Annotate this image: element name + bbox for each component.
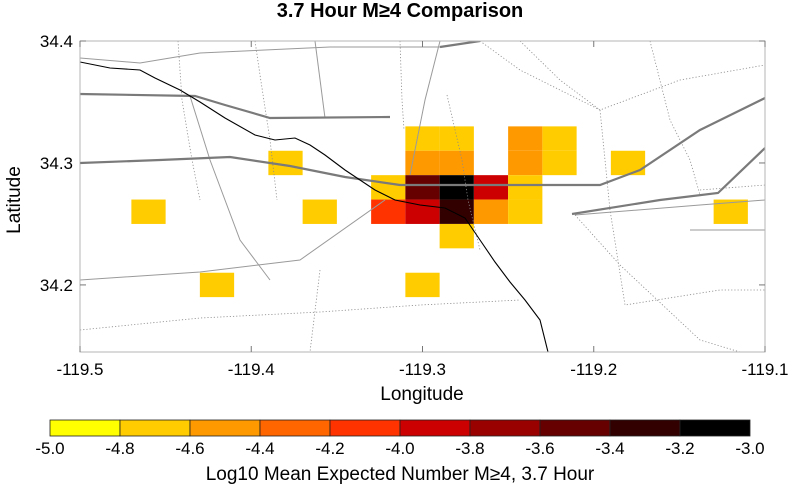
road-line [80, 92, 391, 120]
colorbar-bin [469, 419, 541, 437]
region-boundary-line [254, 41, 278, 201]
colorbar-label: Log10 Mean Expected Number M≥4, 3.7 Hour [206, 464, 595, 485]
forecast-cell [542, 150, 577, 176]
colorbar: -5.0 -4.8 -4.6 -4.4 -4.2 -4.0 -3.8 -3.6 -3.4 -3.2… [35, 419, 765, 458]
y-tick-label: 34.3 [40, 154, 73, 173]
region-boundary-line [699, 184, 765, 191]
forecast-cell [405, 272, 440, 298]
y-axis-label: Latitude [4, 166, 25, 234]
forecast-cell [473, 199, 509, 224]
map-plot-area [80, 41, 765, 352]
forecast-cell [439, 126, 474, 151]
region-boundary-line [574, 214, 741, 352]
colorbar-bin [49, 419, 121, 437]
coastline [80, 61, 549, 352]
region-boundary-line [399, 41, 405, 131]
forecast-cell [439, 199, 474, 224]
colorbar-bin [539, 419, 611, 437]
x-tick-label: -119.3 [399, 360, 446, 379]
colorbar-tick-label: -5.0 [35, 439, 64, 458]
colorbar-bin [259, 419, 331, 437]
colorbar-tick-label: -3.6 [525, 439, 554, 458]
forecast-cell [439, 175, 474, 200]
region-boundary-line [519, 41, 601, 111]
y-tick-label: 34.2 [40, 276, 73, 295]
forecast-cell [131, 199, 166, 224]
county-boundary-line [80, 46, 440, 64]
forecast-cell [405, 126, 440, 151]
forecast-cell [302, 199, 337, 224]
forecast-cell [439, 223, 474, 249]
y-tick-label: 34.4 [40, 32, 73, 51]
forecast-cell [508, 126, 543, 151]
forecast-cell [610, 150, 646, 176]
colorbar-bin [399, 419, 471, 437]
forecast-cell [371, 175, 406, 200]
region-boundary-line [177, 41, 201, 201]
forecast-cell [439, 150, 474, 176]
road-line [80, 97, 765, 187]
colorbar-bin [329, 419, 401, 437]
x-tick-label: -119.2 [570, 360, 617, 379]
county-boundary-line [80, 199, 386, 281]
major-roads [80, 41, 765, 216]
road-line [571, 147, 765, 216]
x-tick-label: -119.1 [742, 360, 789, 379]
forecast-cell [473, 175, 509, 200]
region-boundary-line [599, 109, 765, 306]
x-axis-label: Longitude [380, 384, 463, 405]
colorbar-tick-label: -3.0 [735, 439, 764, 458]
coastline-line [80, 61, 549, 352]
colorbar-tick-label: -3.2 [665, 439, 694, 458]
county-boundaries [80, 41, 765, 281]
region-boundary-line [479, 41, 765, 111]
colorbar-bin [189, 419, 261, 437]
county-boundary-line [574, 199, 765, 216]
forecast-cell [199, 272, 235, 298]
forecast-cell [371, 199, 406, 224]
forecast-cell [508, 199, 543, 224]
colorbar-tick-label: -4.0 [385, 439, 414, 458]
region-boundaries [80, 41, 765, 352]
colorbar-tick-label: -4.6 [175, 439, 204, 458]
x-tick-label: -119.5 [57, 360, 104, 379]
colorbar-tick-label: -3.8 [455, 439, 484, 458]
colorbar-tick-label: -4.2 [315, 439, 344, 458]
county-boundary-line [409, 41, 441, 176]
forecast-cell [542, 126, 577, 151]
county-boundary-line [314, 41, 326, 119]
colorbar-bin [609, 419, 681, 437]
region-boundary-line [309, 269, 321, 352]
region-boundary-line [446, 94, 481, 251]
colorbar-tick-label: -4.8 [105, 439, 134, 458]
colorbar-bin [119, 419, 191, 437]
forecast-cell [405, 175, 440, 200]
colorbar-tick-label: -3.4 [595, 439, 624, 458]
region-boundary-line [649, 41, 701, 196]
forecast-cell [508, 150, 543, 176]
forecast-cell [508, 175, 543, 200]
colorbar-bin [679, 419, 751, 437]
map-axes: -119.5 -119.4 -119.3 -119.2 -119.1 34.4 34.3 34… [40, 32, 789, 379]
county-boundary-line [189, 95, 271, 281]
x-tick-label: -119.4 [228, 360, 275, 379]
map-title: 3.7 Hour M≥4 Comparison [277, 0, 524, 22]
region-boundary-line [80, 299, 521, 331]
road-line [439, 41, 481, 49]
forecast-cells [131, 126, 748, 298]
colorbar-tick-label: -4.4 [245, 439, 274, 458]
